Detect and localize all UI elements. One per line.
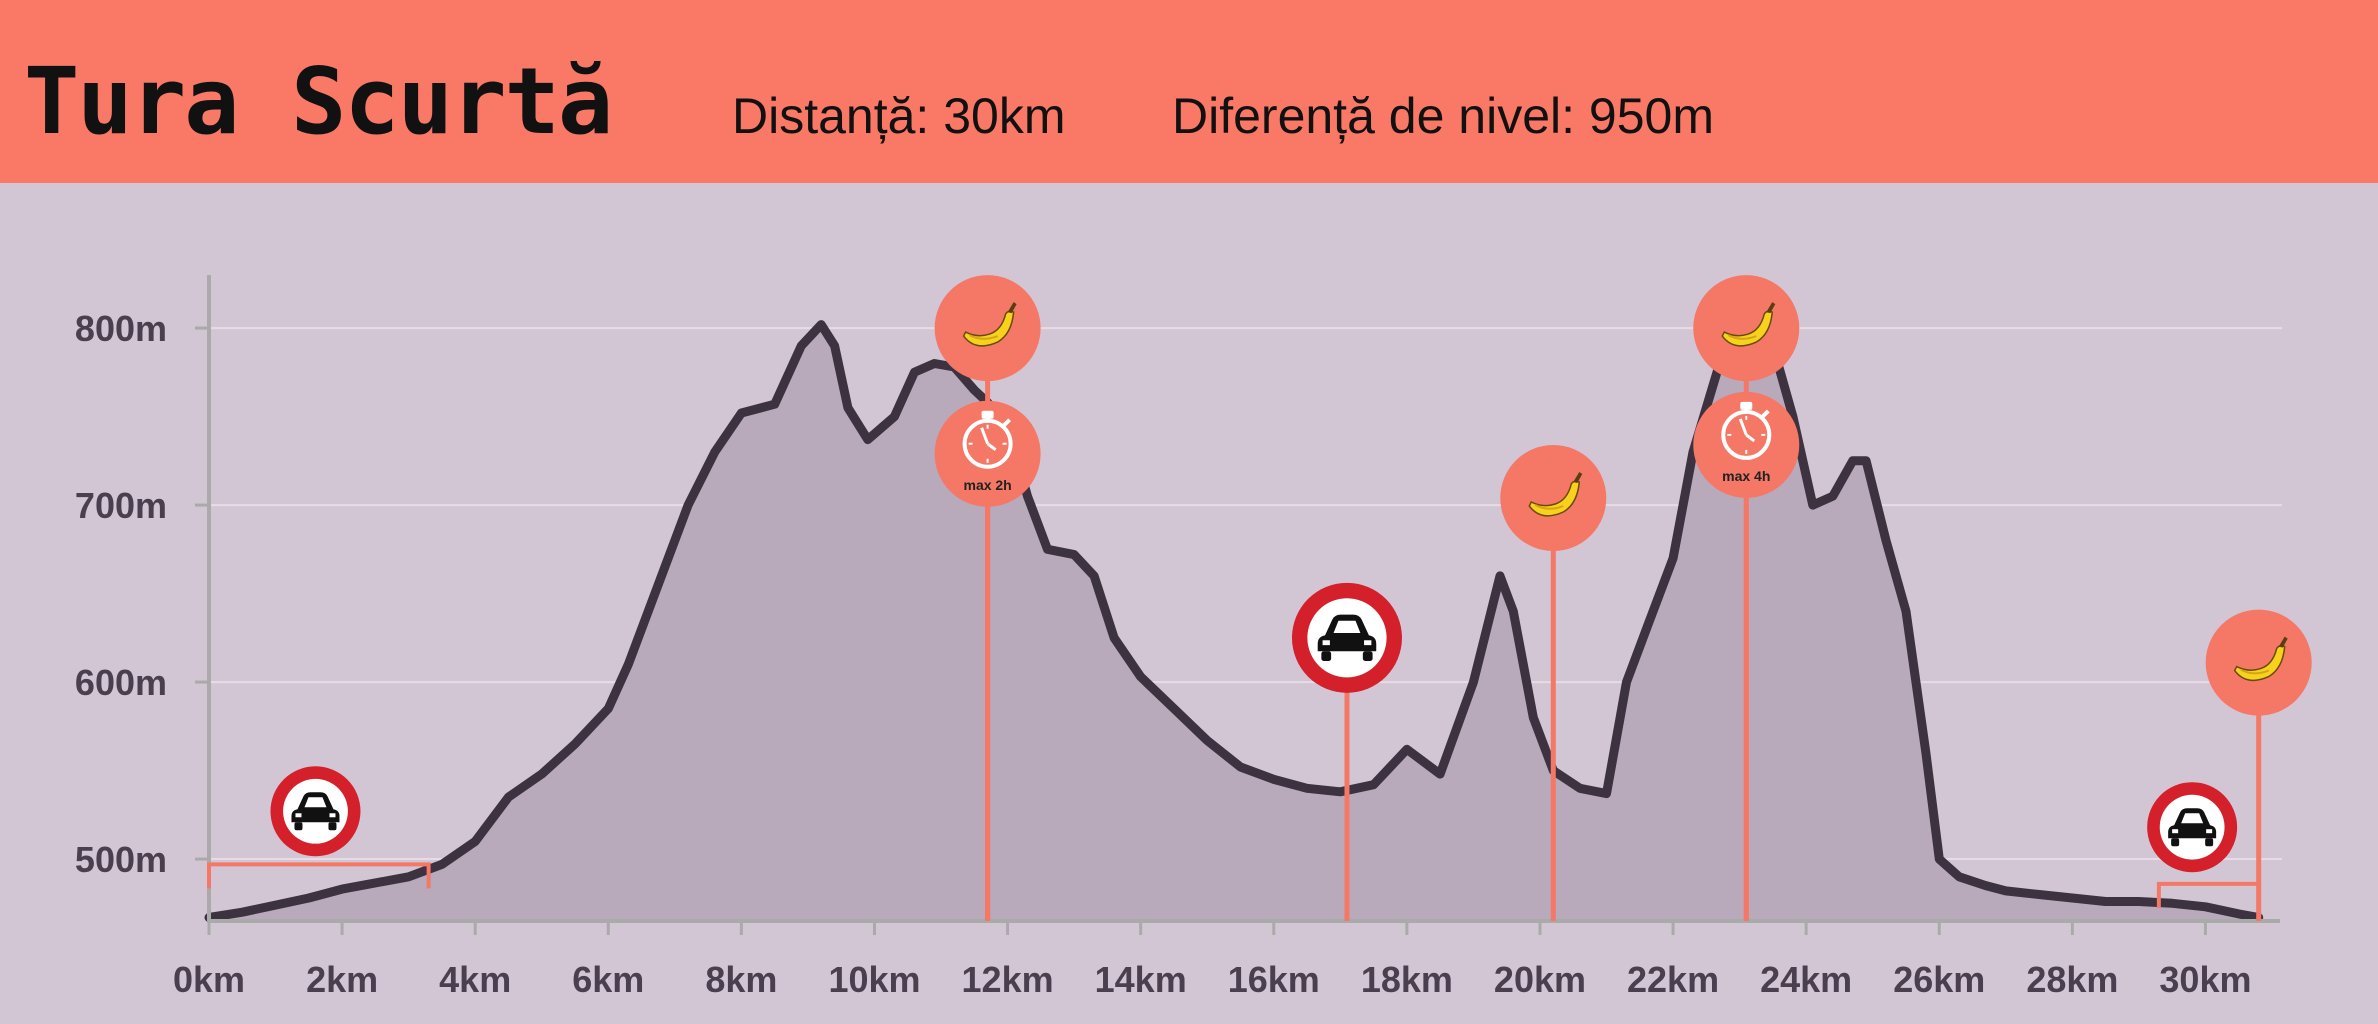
no-car-icon — [270, 766, 361, 857]
x-tick-label: 20km — [1494, 959, 1586, 1000]
y-tick-label: 500m — [75, 839, 167, 880]
x-tick-label: 0km — [173, 959, 245, 1000]
x-tick-label: 14km — [1095, 959, 1187, 1000]
y-tick-label: 600m — [75, 662, 167, 703]
x-tick-label: 10km — [828, 959, 920, 1000]
stopwatch-icon: max 4h — [1693, 391, 1800, 498]
banana-badge — [934, 275, 1041, 382]
banana-icon — [2205, 609, 2312, 716]
stopwatch-badge — [1693, 391, 1800, 498]
x-tick-label: 30km — [2159, 959, 2251, 1000]
no-car-icon — [2147, 782, 2238, 873]
x-tick-label: 2km — [306, 959, 378, 1000]
header-bar: Tura Scurtă Distanță: 30km Diferență de … — [0, 0, 2378, 183]
x-tick-label: 8km — [705, 959, 777, 1000]
x-tick-label: 12km — [962, 959, 1054, 1000]
banana-icon — [934, 275, 1041, 382]
profile-line — [204, 282, 2264, 922]
x-tick-label: 18km — [1361, 959, 1453, 1000]
banana-badge — [1693, 275, 1800, 382]
x-tick-label: 24km — [1760, 959, 1852, 1000]
no-car-icon — [1291, 582, 1402, 693]
x-tick-label: 28km — [2026, 959, 2118, 1000]
page-title: Tura Scurtă — [24, 48, 613, 155]
banana-icon — [1500, 445, 1607, 552]
x-tick-label: 4km — [439, 959, 511, 1000]
profile-area — [209, 287, 2259, 921]
y-tick-label: 700m — [75, 485, 167, 526]
stopwatch-icon: max 2h — [934, 400, 1041, 507]
stopwatch-limit-label: max 2h — [963, 477, 1011, 493]
banana-badge — [1500, 445, 1607, 552]
profile-area-layer — [204, 282, 2264, 922]
distance-label: Distanță: 30km — [732, 88, 1066, 144]
x-tick-label: 26km — [1893, 959, 1985, 1000]
markers-layer: max 2h max 4h — [207, 275, 2312, 921]
banana-badge — [2205, 609, 2312, 716]
stopwatch-limit-label: max 4h — [1722, 468, 1770, 484]
elevation-gain-label: Diferență de nivel: 950m — [1172, 88, 1714, 144]
x-tick-label: 16km — [1228, 959, 1320, 1000]
banana-icon — [1693, 275, 1800, 382]
x-tick-label: 6km — [572, 959, 644, 1000]
x-tick-label: 22km — [1627, 959, 1719, 1000]
stopwatch-badge — [934, 400, 1041, 507]
no-car-zone-bracket — [207, 862, 431, 889]
axes: 500m 600m 700m 800m 0km 2km 4km 6km 8km 10km 12km 1… — [75, 275, 2280, 1000]
y-tick-label: 800m — [75, 308, 167, 349]
